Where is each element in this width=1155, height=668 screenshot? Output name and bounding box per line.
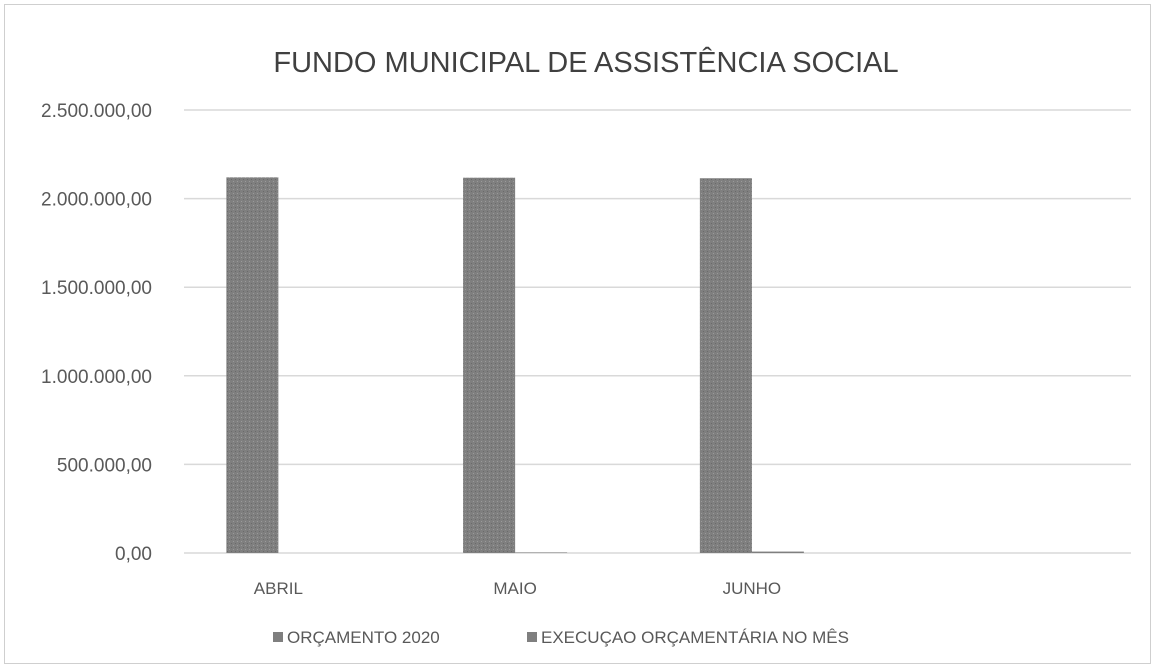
- x-category-label: ABRIL: [254, 579, 303, 598]
- x-category-label: MAIO: [493, 579, 536, 598]
- bar-orcamento-2020: [699, 178, 752, 554]
- bar-execucao-orcamentaria: [515, 552, 568, 553]
- legend-label: ORÇAMENTO 2020: [287, 628, 440, 647]
- y-axis-tick-labels: 0,00 500.000,00 1.000.000,00 1.500.000,00 2.…: [41, 101, 152, 565]
- bar-orcamento-2020: [226, 177, 279, 553]
- x-category-label: JUNHO: [723, 579, 782, 598]
- y-tick-label: 0,00: [115, 544, 152, 565]
- chart-area: FUNDO MUNICIPAL DE ASSISTÊNCIA SOCIAL 0,…: [4, 4, 1151, 664]
- bars: [226, 177, 804, 554]
- x-axis-category-labels: ABRIL MAIO JUNHO: [254, 579, 781, 598]
- chart-title: FUNDO MUNICIPAL DE ASSISTÊNCIA SOCIAL: [273, 46, 898, 79]
- legend-swatch: [527, 632, 537, 642]
- y-tick-label: 1.000.000,00: [41, 367, 152, 388]
- bar-chart: FUNDO MUNICIPAL DE ASSISTÊNCIA SOCIAL 0,…: [41, 46, 1131, 647]
- legend-swatch: [273, 632, 283, 642]
- bar-orcamento-2020: [463, 177, 516, 553]
- legend: ORÇAMENTO 2020 EXECUÇAO ORÇAMENTÁRIA NO M…: [273, 628, 849, 647]
- y-tick-label: 500.000,00: [57, 455, 152, 476]
- y-tick-label: 2.000.000,00: [41, 190, 152, 211]
- legend-label: EXECUÇAO ORÇAMENTÁRIA NO MÊS: [541, 628, 849, 647]
- y-tick-label: 2.500.000,00: [41, 101, 152, 122]
- y-tick-label: 1.500.000,00: [41, 278, 152, 299]
- gridlines: [184, 109, 1131, 554]
- bar-execucao-orcamentaria: [751, 551, 804, 553]
